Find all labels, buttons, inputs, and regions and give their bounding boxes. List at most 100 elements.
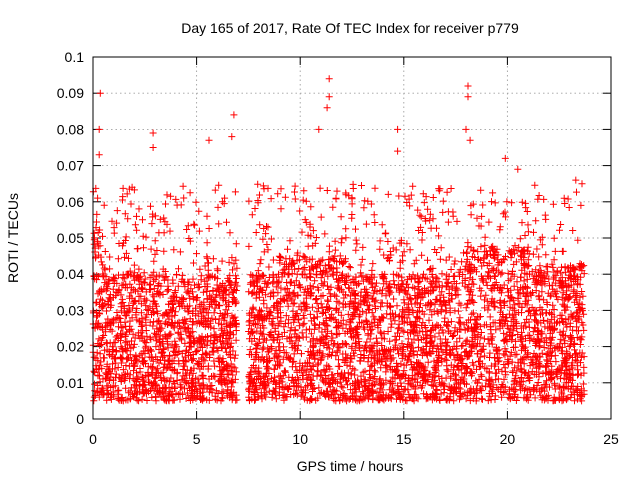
data-point (488, 265, 496, 273)
data-point (229, 379, 237, 387)
data-point (281, 286, 289, 294)
data-point (146, 318, 154, 326)
x-tick-label: 5 (193, 431, 201, 447)
data-point (149, 305, 157, 313)
data-point (153, 247, 161, 254)
data-point (540, 296, 548, 304)
data-point (148, 370, 156, 378)
data-point (97, 358, 105, 366)
data-point (225, 377, 233, 385)
data-point (195, 227, 203, 235)
data-point (135, 317, 143, 325)
data-point (200, 305, 208, 313)
data-point (159, 346, 167, 353)
data-point (109, 285, 117, 293)
data-point (214, 347, 222, 355)
data-point (149, 363, 156, 371)
data-point (147, 245, 155, 253)
data-point (218, 257, 226, 265)
data-point (185, 235, 193, 242)
data-point (146, 273, 154, 281)
data-point (232, 240, 240, 248)
data-point (226, 334, 234, 342)
data-point (549, 200, 557, 208)
data-point (94, 290, 102, 298)
data-point (346, 264, 354, 272)
data-point (191, 221, 199, 229)
data-point (163, 364, 171, 372)
data-point (222, 376, 230, 384)
data-point (105, 294, 113, 302)
data-point (106, 265, 114, 273)
data-point (117, 330, 124, 338)
data-point (216, 301, 224, 309)
data-point (122, 271, 130, 278)
data-point (177, 330, 185, 338)
data-point (146, 286, 154, 294)
data-point (131, 269, 139, 277)
data-point (140, 278, 148, 286)
data-point (171, 319, 179, 327)
data-point (205, 225, 213, 232)
data-point (484, 272, 492, 280)
data-point (231, 351, 239, 359)
data-point (92, 299, 100, 307)
data-point (149, 291, 157, 299)
data-point (91, 387, 99, 395)
data-point (210, 325, 218, 333)
data-point (202, 349, 210, 357)
data-point (91, 380, 98, 388)
data-point (541, 323, 549, 331)
data-point (106, 339, 114, 347)
data-point (176, 298, 184, 306)
data-point (101, 248, 109, 255)
data-point (187, 383, 195, 391)
data-point (228, 390, 236, 398)
data-point (403, 290, 411, 298)
data-point (393, 271, 401, 279)
data-point (149, 213, 157, 221)
data-point (214, 390, 222, 397)
data-point (121, 210, 129, 218)
data-point (125, 308, 133, 316)
data-point (109, 360, 116, 368)
data-point (211, 395, 219, 403)
data-point (113, 279, 121, 287)
data-point (121, 253, 128, 261)
data-point (228, 289, 236, 297)
data-point (163, 333, 171, 341)
data-point (127, 325, 135, 333)
data-point (216, 363, 224, 371)
data-point (103, 283, 111, 291)
data-point (232, 287, 240, 294)
data-point (111, 365, 119, 373)
data-point (217, 326, 225, 334)
data-point (171, 337, 179, 345)
data-point (108, 327, 116, 335)
data-point (100, 332, 108, 339)
data-point (152, 366, 160, 374)
data-point (140, 269, 148, 277)
data-point (491, 303, 499, 311)
data-point (210, 357, 218, 365)
data-point (135, 280, 143, 288)
data-point (227, 320, 235, 328)
data-point (90, 367, 98, 375)
data-point (153, 356, 161, 363)
data-point (149, 357, 157, 365)
data-point (137, 272, 145, 280)
data-point (127, 344, 135, 352)
data-point (138, 395, 146, 403)
y-tick-label: 0.07 (57, 158, 84, 174)
data-point (122, 346, 130, 354)
y-axis-label: ROTI / TECUs (5, 193, 21, 283)
data-point (139, 285, 147, 293)
x-tick-label: 20 (500, 431, 516, 447)
data-point (122, 280, 130, 288)
data-point (132, 311, 140, 319)
data-point (225, 277, 233, 285)
data-point (120, 275, 128, 283)
data-point (136, 368, 144, 376)
data-point (149, 322, 157, 330)
data-point (135, 265, 143, 273)
